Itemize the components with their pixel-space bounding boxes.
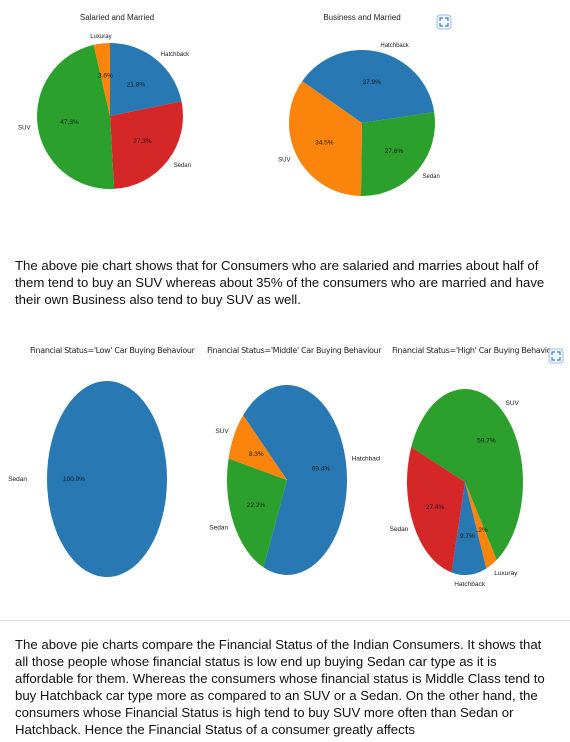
pie-pct-label: 3.6% xyxy=(98,72,113,79)
pie-slice-sedan xyxy=(227,458,287,568)
pie-chart-financial-low: 100.0% Sedan xyxy=(8,381,167,577)
chart-title: Salaried and Married xyxy=(79,13,155,22)
pie-pct-label: 27.3% xyxy=(133,138,152,145)
paragraph: The above pie charts compare the Financi… xyxy=(15,637,545,737)
pie-slice-suv xyxy=(228,415,287,480)
pie-slice-suv xyxy=(411,389,523,560)
pie-slice-luxuray xyxy=(93,43,110,116)
pie-category-label: Hatchback xyxy=(161,52,190,58)
pie-category-label: Hatchback xyxy=(380,43,409,49)
pie-category-label: SUV xyxy=(215,428,229,435)
pie-slice-luxuray xyxy=(465,482,497,569)
pie-pct-label: 27.6% xyxy=(385,148,404,155)
pie-slice-hatchback xyxy=(243,385,348,576)
pie-category-label: Luxuray xyxy=(494,570,518,577)
pie-category-label: SUV xyxy=(278,158,290,164)
pie-chart-salaried-married: 21.8% Hatchback 27.3% Sedan 47.3% SUV 3.6% Luxu… xyxy=(18,34,191,189)
pie-pct-label: 34.5% xyxy=(315,139,334,146)
chart-title: Business and Married xyxy=(323,13,401,22)
pie-category-label: SUV xyxy=(506,400,520,407)
pie-pct-label: 22.2% xyxy=(247,502,266,509)
pie-pct-label: 100.0% xyxy=(63,476,85,483)
pie-slice-hatchback xyxy=(451,482,487,575)
pie-slice-hatchback xyxy=(302,49,435,123)
chart-title: Financial Status='Low' Car Buying Behavi… xyxy=(30,346,195,355)
pie-pct-label: 69.4% xyxy=(312,466,331,473)
pie-category-label: Hatchback xyxy=(454,581,485,588)
pie-category-label: Sedan xyxy=(8,476,27,483)
divider xyxy=(0,620,570,621)
pie-category-label: Hatchback xyxy=(352,455,380,462)
pie-slice-sedan xyxy=(110,101,184,189)
pie-category-label: Luxuray xyxy=(90,34,111,40)
pie-pct-label: 8.3% xyxy=(249,451,264,458)
pie-chart-financial-high: 59.7% SUV 3.2% Luxuray 9.7% Hatchback 27.4% Sed… xyxy=(390,389,523,588)
pie-slice-sedan xyxy=(406,447,465,573)
pie-pct-label: 27.4% xyxy=(426,504,445,511)
pie-chart-business-married: 37.9% Hatchback 27.6% Sedan 34.5% SUV xyxy=(278,43,440,196)
pie-slice-sedan xyxy=(360,112,436,196)
pie-category-label: Sedan xyxy=(174,163,191,169)
paragraph: The above pie chart shows that for Consu… xyxy=(15,258,545,307)
pie-pct-label: 37.9% xyxy=(362,79,381,86)
pie-category-label: Sedan xyxy=(209,524,228,531)
expand-icon[interactable] xyxy=(548,348,564,369)
pie-category-label: Sedan xyxy=(390,526,409,533)
chart-title: Financial Status='High' Car Buying Behav… xyxy=(392,346,559,355)
pie-pct-label: 59.7% xyxy=(477,437,496,444)
pie-category-label: Sedan xyxy=(423,174,440,180)
pie-chart-financial-middle: 69.4% Hatchback 22.2% Sedan 8.3% SUV xyxy=(209,385,380,576)
pie-slice-hatchback xyxy=(110,43,182,116)
pie-slice-sedan xyxy=(47,381,167,577)
expand-icon[interactable] xyxy=(436,14,452,35)
pie-pct-label: 9.7% xyxy=(460,533,475,540)
pie-pct-label: 21.8% xyxy=(127,81,146,88)
pie-category-label: SUV xyxy=(18,125,30,131)
pie-pct-label: 47.3% xyxy=(60,119,79,126)
pie-slice-suv xyxy=(37,44,115,189)
pie-pct-label: 3.2% xyxy=(473,527,488,534)
chart-title: Financial Status='Middle' Car Buying Beh… xyxy=(207,346,382,355)
pie-slice-suv xyxy=(289,81,362,196)
